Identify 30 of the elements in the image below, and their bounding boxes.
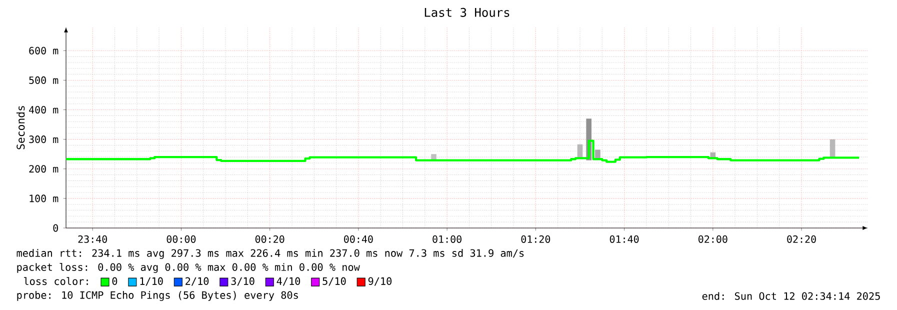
x-tick-label: 23:40 bbox=[78, 235, 107, 243]
y-axis-title: Seconds bbox=[16, 106, 25, 150]
legend-title: loss color: bbox=[24, 277, 88, 286]
legend-label: 5/10 bbox=[322, 277, 346, 286]
x-tick-label: 02:20 bbox=[787, 235, 816, 243]
legend-label: 4/10 bbox=[276, 277, 300, 286]
legend-label: 3/10 bbox=[231, 277, 254, 286]
text: median rtt: 234.1 ms avg 297.3 ms max 226.4 ms min 237.0 ms now 7.3 ms sd 31.9 am/s bbox=[16, 249, 524, 259]
x-tick-label: 02:00 bbox=[698, 235, 728, 243]
legend-label: 2/10 bbox=[186, 277, 209, 286]
y-tick-label: 200 m bbox=[29, 165, 58, 173]
text: end: Sun Oct 12 02:34:14 2025 bbox=[702, 292, 880, 300]
y-tick-label: 600 m bbox=[29, 46, 58, 54]
y-tick-label: 300 m bbox=[29, 136, 58, 144]
legend-label: 0 bbox=[112, 277, 118, 285]
y-tick-label: 500 m bbox=[29, 76, 58, 84]
x-tick-label: 01:20 bbox=[521, 235, 550, 243]
x-tick-label: 00:00 bbox=[166, 235, 196, 243]
text: probe: 10 ICMP Echo Pings (56 Bytes) every 80s bbox=[17, 291, 298, 301]
text: packet loss: 0.00 % avg 0.00 % max 0.00 % min 0.00 % now bbox=[17, 263, 360, 273]
x-tick-label: 01:40 bbox=[610, 235, 639, 243]
x-tick-label: 00:20 bbox=[255, 235, 284, 243]
y-tick-label: 0 bbox=[53, 224, 58, 232]
legend-label: 9/10 bbox=[368, 277, 392, 286]
x-tick-label: 00:40 bbox=[344, 235, 373, 243]
chart-title: Last 3 Hours bbox=[424, 8, 510, 17]
legend-label: 1/10 bbox=[140, 277, 163, 286]
y-tick-label: 400 m bbox=[29, 106, 58, 114]
x-tick-label: 01:00 bbox=[432, 235, 462, 243]
y-tick-label: 100 m bbox=[30, 194, 58, 202]
